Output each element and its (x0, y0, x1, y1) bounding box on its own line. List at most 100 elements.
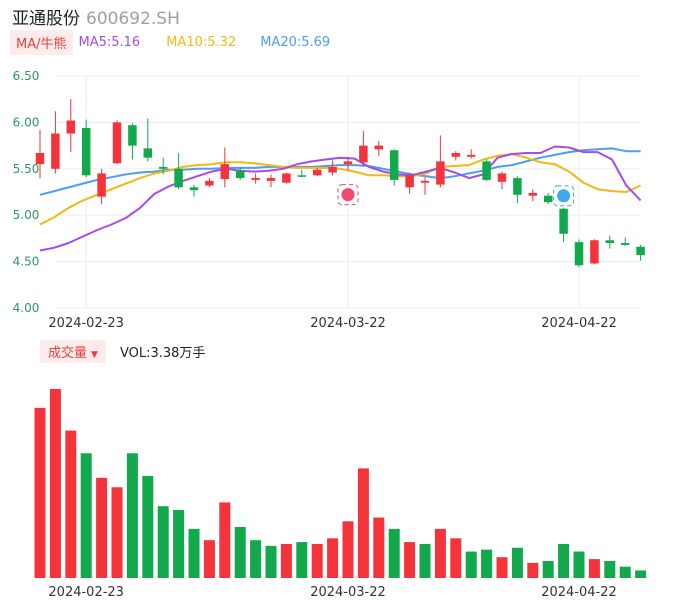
volume-bar (373, 517, 385, 578)
volume-bar (219, 502, 231, 578)
volume-bar (357, 468, 369, 578)
volume-bar (635, 570, 647, 578)
candle-body (112, 122, 122, 164)
candle-body (543, 195, 553, 203)
x-tick-label: 2024-03-22 (310, 316, 386, 331)
volume-bar (265, 545, 277, 578)
candle-body (359, 145, 368, 163)
volume-bar (327, 538, 339, 578)
volume-bar (188, 528, 200, 578)
y-tick-label: 5.00 (13, 208, 40, 222)
volume-bar (558, 543, 570, 578)
volume-bar (311, 543, 323, 578)
candle-body (66, 120, 76, 134)
volume-bar (527, 562, 539, 578)
candle-body (620, 243, 630, 245)
candle-body (81, 127, 91, 176)
volume-bar (481, 549, 493, 578)
volume-indicator-bar: 成交量 ▼ VOL:3.38万手 (40, 339, 206, 363)
bull-signal-frame (337, 184, 359, 206)
volume-bar (588, 559, 600, 578)
volume-bar (96, 477, 108, 578)
volume-bar (173, 509, 185, 578)
candle-body (436, 161, 445, 185)
volume-bar (280, 543, 292, 578)
x-tick-label: 2024-03-22 (310, 585, 386, 600)
candle-body (528, 192, 538, 196)
volume-bar (419, 543, 431, 578)
volume-bar (573, 551, 585, 578)
candle-body (420, 180, 430, 183)
stock-code: 600692.SH (86, 9, 180, 29)
candle-body (513, 178, 522, 195)
stock-name: 亚通股份 (12, 9, 80, 29)
y-tick-label: 6.50 (13, 69, 40, 83)
ma5-legend: MA5:5.16 (78, 34, 141, 50)
x-tick-label: 2024-02-23 (48, 316, 124, 331)
volume-bar (342, 521, 354, 578)
bear-signal-frame (553, 185, 575, 207)
x-tick-label: 2024-04-22 (541, 316, 617, 331)
volume-bar (388, 528, 400, 578)
volume-value-label: VOL:3.38万手 (119, 345, 206, 361)
volume-bar (126, 453, 138, 578)
candle-body (328, 166, 337, 173)
volume-bar (434, 528, 446, 578)
x-tick-label: 2024-04-22 (541, 585, 617, 600)
volume-bar (296, 542, 308, 578)
volume-bar (542, 560, 554, 578)
volume-bar (404, 542, 416, 578)
volume-selector-button[interactable]: 成交量 ▼ (40, 339, 106, 363)
bull-signal-icon (341, 188, 355, 202)
volume-bar (111, 487, 123, 578)
y-tick-label: 4.00 (13, 301, 40, 315)
volume-bar (604, 560, 616, 578)
candle-body (128, 125, 137, 146)
stock-title: 亚通股份 600692.SH (12, 4, 180, 29)
candle-body (405, 175, 414, 188)
ma-selector-button[interactable]: MA/牛熊 (10, 29, 73, 55)
candle-body (297, 175, 307, 177)
candle-body (143, 148, 153, 158)
ma10-legend: MA10:5.32 (166, 34, 237, 50)
volume-bar (34, 407, 46, 578)
candle-body (251, 178, 260, 180)
y-tick-label: 6.00 (13, 115, 40, 129)
candle-body (205, 180, 214, 186)
volume-bar (142, 475, 154, 578)
volume-bar (49, 389, 61, 578)
volume-bar (496, 557, 508, 578)
candle-body (97, 173, 106, 197)
candle-body (235, 170, 245, 179)
candle-body (220, 164, 230, 180)
volume-bar (250, 540, 262, 578)
candle-body (374, 145, 384, 150)
candle-body (389, 150, 399, 180)
candle-body (559, 208, 568, 234)
ma5-line (39, 145, 642, 252)
ma10-line (39, 153, 642, 226)
candle-body (189, 187, 199, 191)
volume-bar (80, 453, 92, 578)
volume-bar (234, 526, 246, 578)
candle-body (266, 178, 276, 181)
candle-body (451, 153, 461, 157)
volume-selector-label: 成交量 (48, 345, 88, 361)
y-tick-label: 4.50 (13, 255, 40, 269)
volume-bar (157, 506, 169, 578)
volume-bar (465, 551, 477, 578)
candle-body (497, 173, 507, 182)
candle-body (574, 242, 584, 266)
volume-bar (511, 547, 523, 578)
candle-body (343, 161, 353, 165)
candle-body (282, 173, 291, 183)
volume-bar (65, 430, 77, 578)
x-tick-label: 2024-02-23 (48, 585, 124, 600)
candle-body (605, 240, 615, 244)
candle-body (466, 154, 476, 157)
candle-body (482, 161, 491, 180)
volume-bar (450, 538, 462, 578)
bear-signal-icon (557, 189, 571, 203)
candle-body (590, 240, 599, 264)
